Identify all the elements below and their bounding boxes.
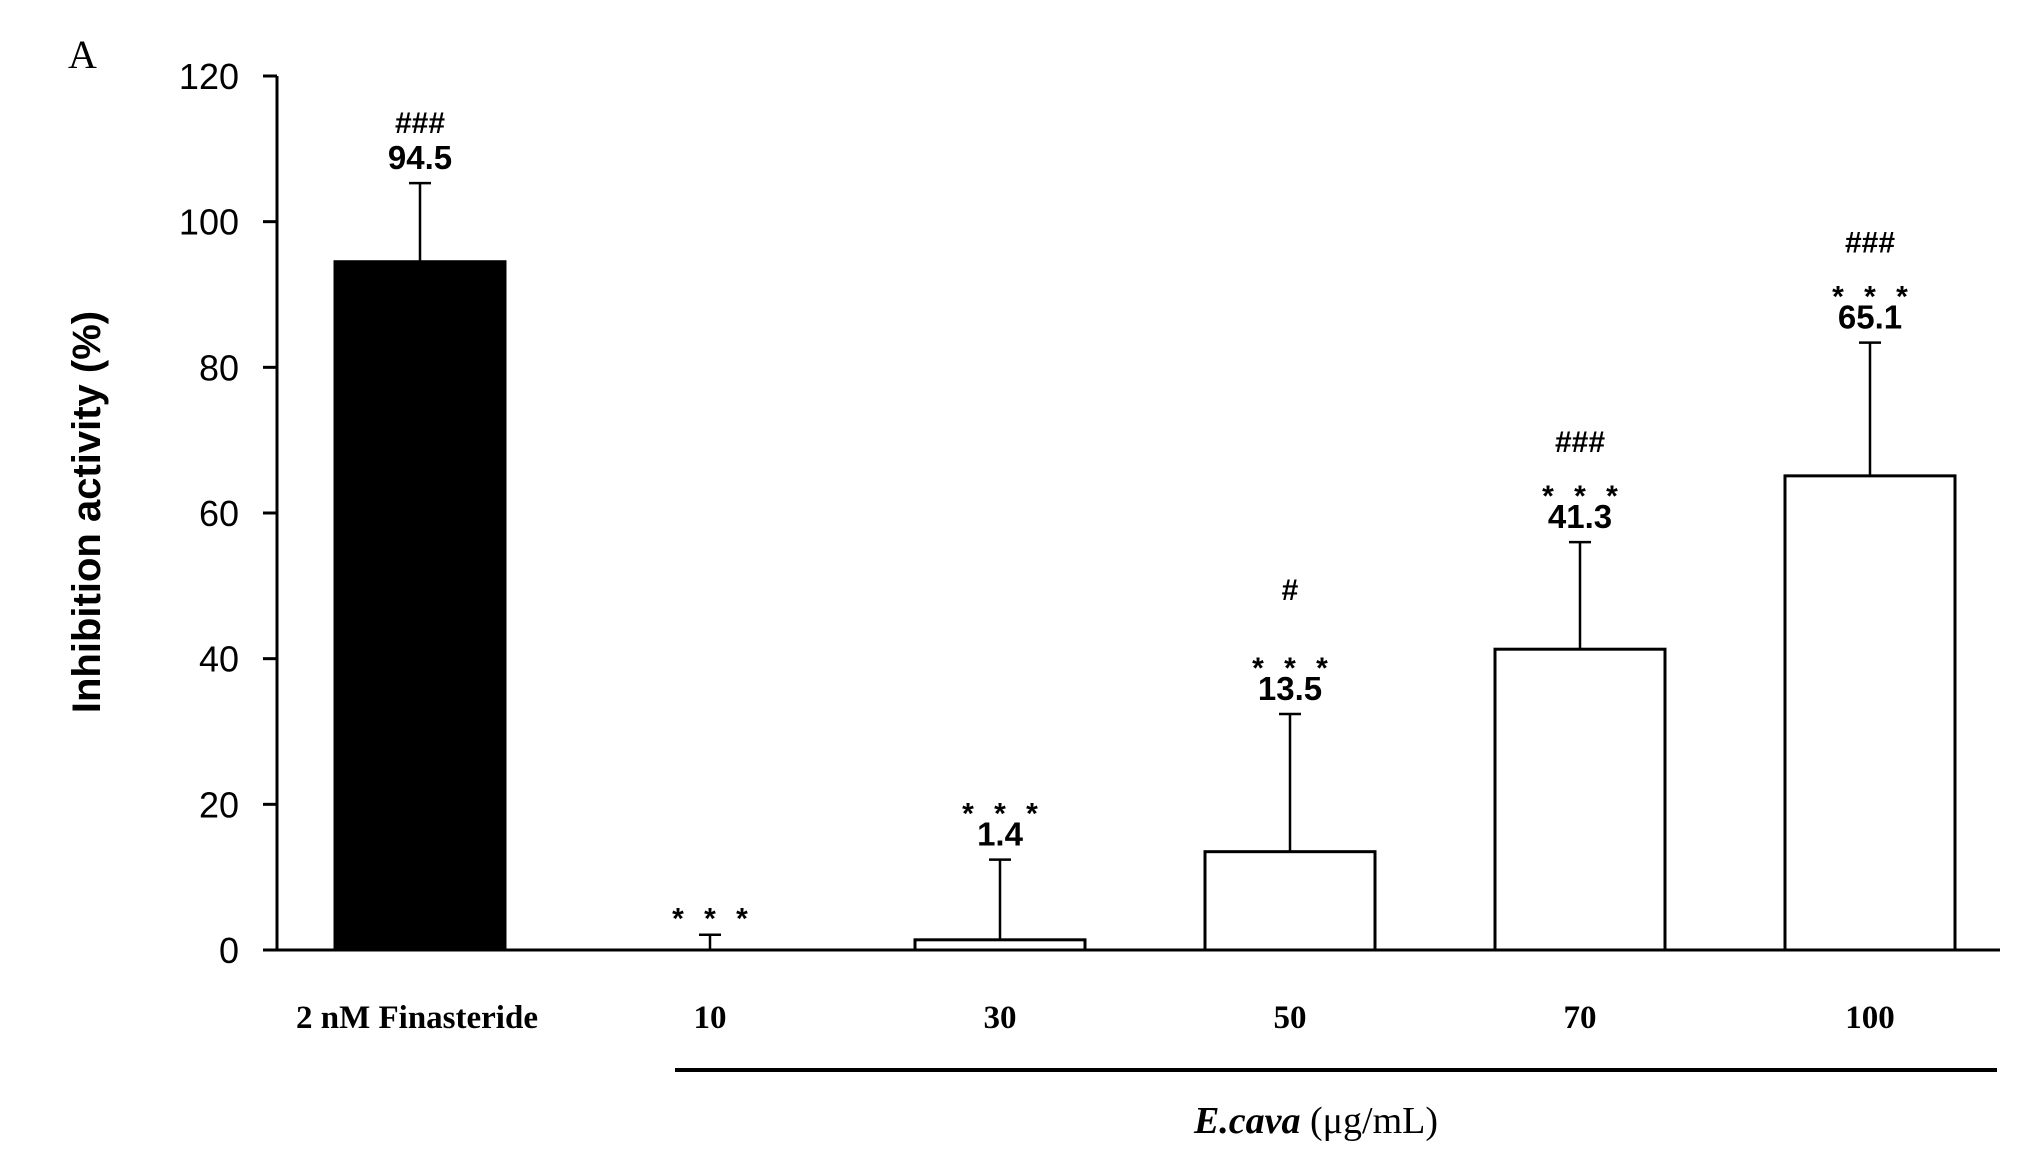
y-tick-label: 100 — [179, 202, 239, 243]
y-tick-label: 0 — [219, 930, 239, 971]
y-tick-label: 80 — [199, 347, 239, 388]
data-label: 41.3 — [1548, 498, 1612, 535]
bar — [913, 938, 1087, 952]
x-tick-label: 2 nM Finasteride — [296, 1000, 538, 1036]
data-label: 65.1 — [1838, 299, 1902, 336]
x-tick-label: 30 — [984, 1000, 1017, 1036]
data-label: 13.5 — [1258, 670, 1322, 707]
group-label: E.cava (μg/mL) — [1193, 1100, 1438, 1142]
y-tick-label: 40 — [199, 639, 239, 680]
x-tick-label: 50 — [1274, 1000, 1307, 1036]
significance-stars: * * * — [1832, 281, 1914, 314]
bar — [1203, 850, 1377, 952]
x-tick-label: 10 — [694, 1000, 727, 1036]
group-label-unit: (μg/mL) — [1301, 1100, 1439, 1142]
y-tick-label: 60 — [199, 493, 239, 534]
data-label: 94.5 — [388, 139, 452, 176]
axes: 0 20 40 60 80 100 120 — [179, 56, 2000, 1072]
group-label-name: E.cava — [1193, 1100, 1301, 1142]
bar — [333, 260, 507, 952]
x-tick-label: 100 — [1845, 1000, 1895, 1036]
significance-stars: * * * — [672, 903, 754, 936]
bars: 94.5###2 nM Finasteride* * *101.4* * *30… — [296, 107, 1957, 1036]
bar — [1783, 474, 1957, 952]
x-tick-label: 70 — [1564, 1000, 1597, 1036]
y-axis-label: Inhibition activity (%) — [65, 311, 109, 713]
data-label: 1.4 — [977, 816, 1024, 853]
significance-hash: ### — [1845, 227, 1895, 260]
panel-label: A — [68, 32, 97, 77]
significance-hash: # — [1282, 574, 1299, 607]
significance-stars: * * * — [1542, 480, 1624, 513]
significance-stars: * * * — [1252, 652, 1334, 685]
significance-stars: * * * — [962, 798, 1044, 831]
y-tick-label: 120 — [179, 56, 239, 97]
significance-hash: ### — [1555, 426, 1605, 459]
bar — [1493, 647, 1667, 952]
significance-hash: ### — [395, 107, 445, 140]
y-tick-label: 20 — [199, 784, 239, 825]
